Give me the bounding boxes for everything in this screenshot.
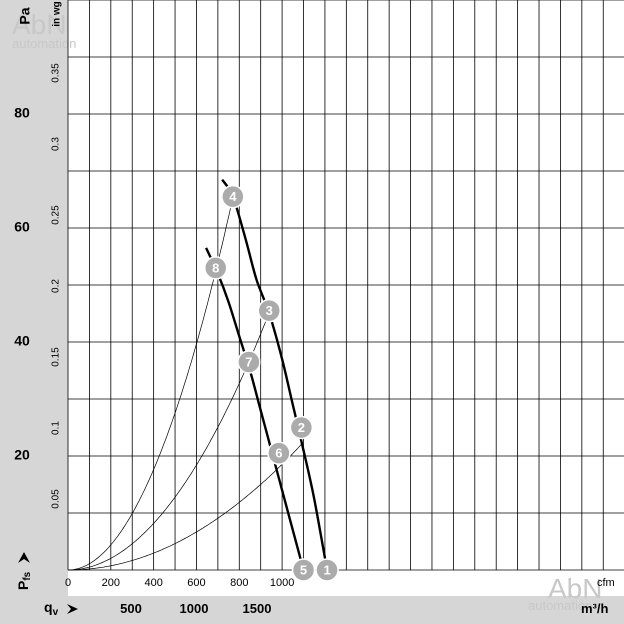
- operating-point-6: 6: [267, 441, 291, 465]
- system-curve-3: [68, 311, 270, 571]
- system-curve-2: [68, 443, 302, 571]
- operating-point-4: 4: [221, 184, 245, 209]
- cfm-tick-label: 600: [187, 577, 205, 589]
- tick-labels: 20 40 60 80 0.05 0.1 0.15 0.2 0.25 0.3 0.35 0 200 400…: [14, 63, 294, 616]
- m3h-tick-label: 1500: [243, 601, 272, 616]
- pfs-subscript: fs: [22, 571, 33, 580]
- fan-curve-high: [221, 178, 329, 571]
- watermark-bottom-right: AbN: [548, 573, 602, 604]
- fan-curve-low: [205, 247, 305, 571]
- cfm-tick-label: 0: [65, 577, 71, 589]
- cfm-tick-label: 200: [102, 577, 120, 589]
- bottom-axis-band: [0, 596, 624, 624]
- operating-point-7: 7: [237, 350, 261, 374]
- qv-arrow-icon: [67, 604, 78, 614]
- left-axis-band: [0, 0, 68, 624]
- pfs-arrow-icon: [18, 552, 30, 563]
- inwg-tick-label: 0.3: [51, 137, 62, 151]
- marker-label: 4: [229, 189, 237, 204]
- operating-point-1: 1: [315, 558, 339, 582]
- marker-circle: [237, 350, 261, 374]
- qv-axis-title: qv: [44, 599, 59, 618]
- pa-tick-label: 40: [14, 333, 30, 349]
- watermark-top-left-sub: automation: [12, 36, 76, 51]
- marker-label: 2: [298, 420, 305, 435]
- inwg-tick-label: 0.1: [51, 421, 62, 435]
- inwg-axis-title: in wg: [52, 1, 63, 27]
- inwg-tick-label: 0.05: [51, 489, 62, 509]
- marker-circle: [289, 415, 314, 440]
- qv-letter: q: [44, 599, 53, 615]
- marker-circle: [221, 184, 245, 209]
- cfm-axis-title: cfm: [597, 577, 615, 589]
- marker-label: 6: [275, 446, 282, 461]
- pa-tick-label: 60: [14, 219, 30, 235]
- m3h-axis-title: m³/h: [581, 601, 609, 616]
- marker-label: 8: [212, 260, 219, 275]
- pa-axis-title: Pa: [17, 7, 33, 24]
- marker-label: 7: [245, 354, 252, 369]
- marker-label: 5: [300, 562, 307, 577]
- operating-point-8: 8: [203, 256, 228, 280]
- marker-circle: [203, 256, 228, 280]
- marker-circle: [291, 558, 316, 582]
- inwg-tick-label: 0.2: [51, 279, 62, 293]
- inwg-tick-label: 0.35: [51, 63, 62, 83]
- system-curve-4: [67, 196, 234, 571]
- marker-label: 1: [323, 562, 330, 577]
- marker-label: 3: [266, 303, 273, 318]
- operating-point-2: 2: [289, 415, 314, 440]
- inwg-tick-label: 0.25: [51, 205, 62, 225]
- watermark-top-left: AbN: [12, 9, 66, 40]
- pfs-axis-title: Pfs: [15, 571, 33, 590]
- cfm-tick-label: 1000: [270, 577, 294, 589]
- operating-points: 1 2 3 4 5 6 7 8: [203, 184, 339, 582]
- operating-point-5: 5: [291, 558, 316, 582]
- marker-circle: [257, 298, 282, 323]
- pa-tick-label: 20: [14, 447, 30, 463]
- m3h-tick-label: 1000: [180, 601, 209, 616]
- system-curves: [67, 196, 302, 571]
- qv-subscript: v: [53, 607, 59, 618]
- axis-titles: Pa in wg Pfs qv cfm m³/h: [15, 1, 615, 618]
- grid: [67, 0, 624, 571]
- cfm-tick-label: 800: [230, 577, 248, 589]
- watermark-bottom-right-sub: automation: [528, 598, 592, 613]
- fan-curves: [205, 178, 329, 571]
- pfs-letter: P: [15, 581, 31, 590]
- cfm-tick-label: 400: [144, 577, 162, 589]
- marker-circle: [267, 441, 291, 465]
- pa-tick-label: 80: [14, 105, 30, 121]
- inwg-tick-label: 0.15: [51, 347, 62, 367]
- m3h-tick-label: 500: [120, 601, 142, 616]
- operating-point-3: 3: [257, 298, 282, 323]
- marker-circle: [315, 558, 339, 582]
